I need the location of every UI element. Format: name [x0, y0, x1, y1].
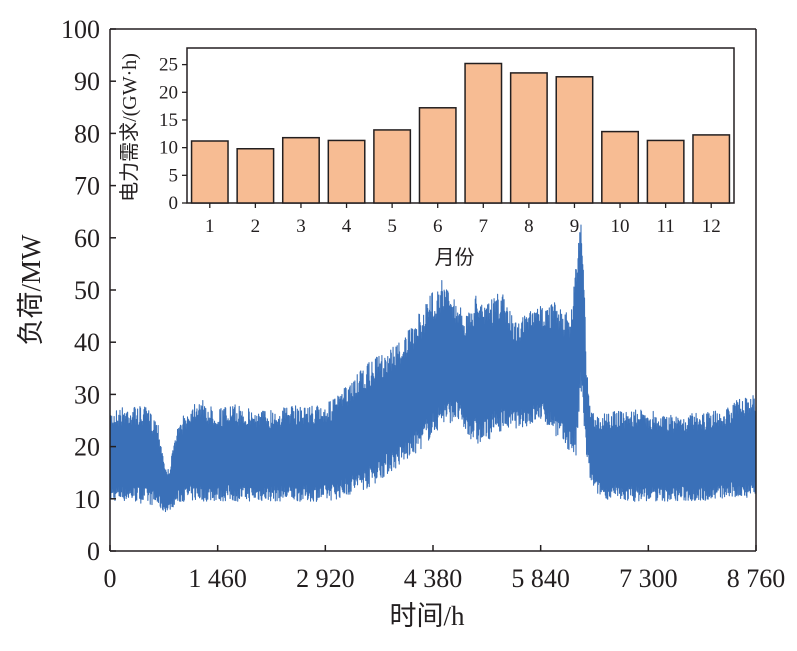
x-tick-label: 0 [104, 564, 117, 593]
y-tick-label: 10 [74, 485, 100, 514]
y-tick-label: 70 [74, 172, 100, 201]
y-tick-label: 40 [74, 328, 100, 357]
inset-x-axis-title: 月份 [435, 246, 475, 269]
bar-month-10 [601, 130, 640, 204]
bar-month-1 [190, 140, 229, 204]
inset-frame [186, 47, 735, 204]
y-tick-label: 60 [74, 224, 100, 253]
inset-y-tick-label: 10 [159, 138, 178, 159]
inset-y-tick-label: 20 [159, 82, 178, 103]
inset-y-tick-label: 0 [169, 193, 179, 214]
inset-x-tick-label: 10 [611, 216, 630, 237]
y-tick-label: 90 [74, 67, 100, 96]
inset-x-tick-label: 12 [702, 216, 721, 237]
bar-month-8 [509, 72, 548, 204]
inset-x-tick-label: 11 [656, 216, 674, 237]
bar-month-2 [236, 148, 275, 204]
y-tick-label: 100 [61, 15, 100, 44]
inset-x-tick-label: 6 [433, 216, 443, 237]
bar-month-3 [281, 136, 320, 204]
y-tick-label: 80 [74, 119, 100, 148]
load-line [109, 224, 757, 513]
bar-month-7 [464, 62, 503, 204]
bar-month-6 [418, 107, 457, 204]
inset-y-axis-title: 电力需求/(GW·h) [118, 53, 141, 202]
inset-y-tick-label: 5 [169, 165, 179, 186]
load-series-layer [109, 224, 757, 513]
x-axis-title: 时间/h [389, 601, 465, 631]
bar-month-5 [373, 129, 412, 204]
inset-x-tick-label: 1 [205, 216, 215, 237]
inset-y-tick-label: 25 [159, 55, 178, 76]
x-tick-label: 2 920 [296, 564, 355, 593]
inset-x-tick-label: 3 [296, 216, 306, 237]
y-tick-label: 20 [74, 433, 100, 462]
bar-month-11 [646, 139, 685, 204]
y-tick-label: 0 [87, 537, 100, 566]
inset-x-tick-label: 2 [251, 216, 261, 237]
bar-month-4 [327, 139, 366, 204]
inset-x-tick-label: 5 [387, 216, 397, 237]
inset-x-tick-label: 8 [524, 216, 534, 237]
inset-y-tick-label: 15 [159, 110, 178, 131]
x-tick-label: 8 760 [727, 564, 786, 593]
x-tick-label: 4 380 [404, 564, 463, 593]
inset-x-tick-label: 7 [479, 216, 489, 237]
inset-x-tick-label: 4 [342, 216, 352, 237]
bar-month-12 [692, 134, 731, 204]
bar-month-9 [555, 76, 594, 204]
x-tick-label: 7 300 [619, 564, 678, 593]
x-tick-label: 1 460 [188, 564, 247, 593]
x-tick-label: 5 840 [511, 564, 570, 593]
y-tick-label: 30 [74, 380, 100, 409]
inset-x-tick-label: 9 [570, 216, 580, 237]
y-axis-title: 负荷/MW [16, 234, 46, 346]
y-tick-label: 50 [74, 276, 100, 305]
